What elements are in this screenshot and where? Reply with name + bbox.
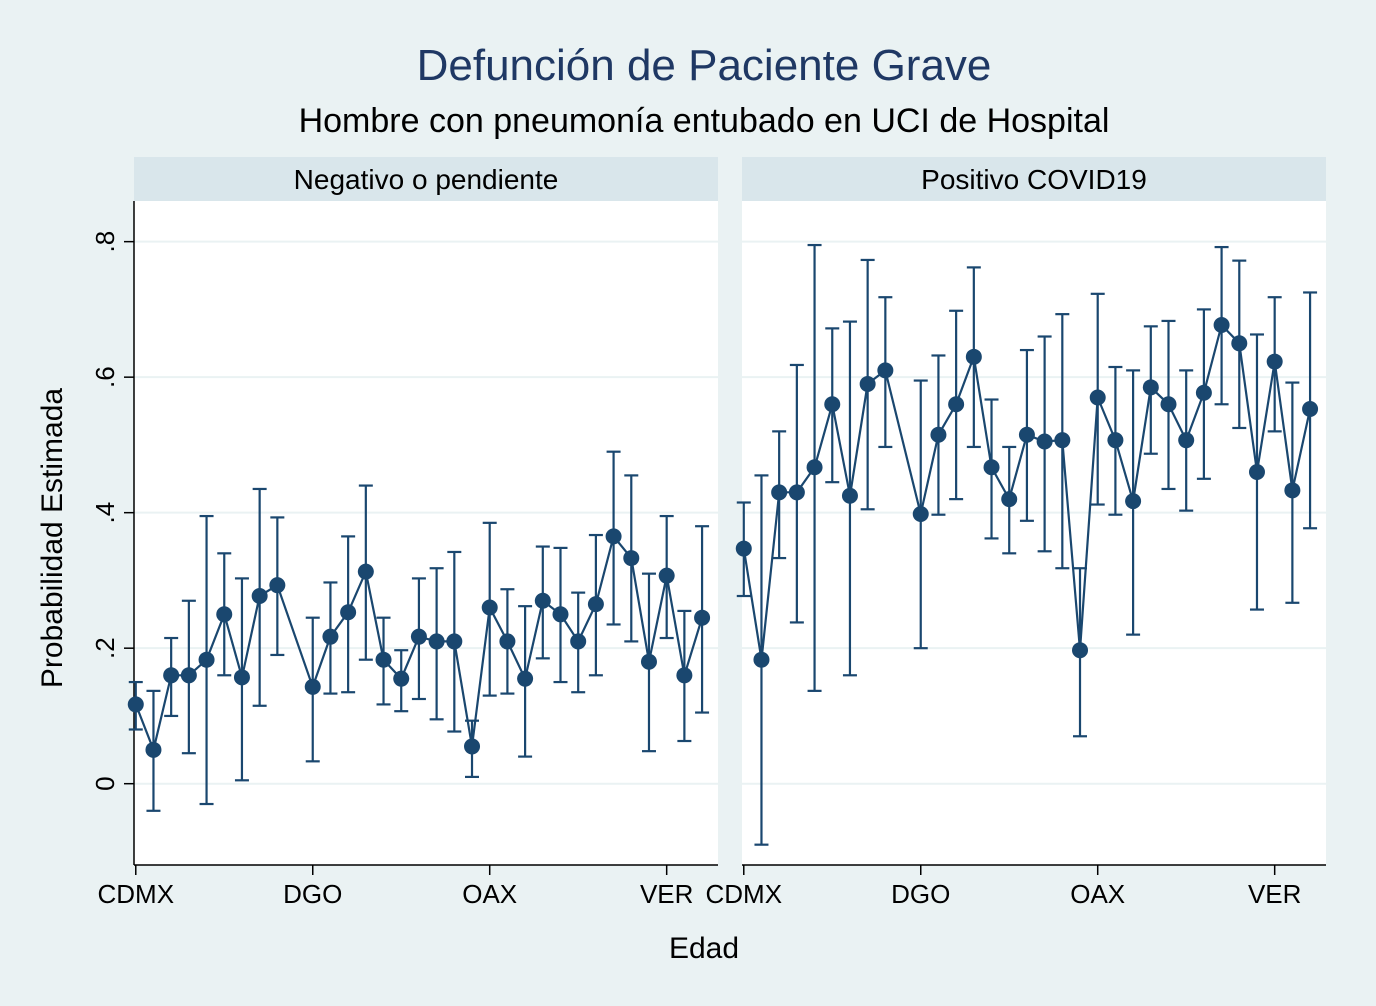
data-point xyxy=(1125,493,1142,510)
data-point xyxy=(357,563,374,580)
data-point xyxy=(753,651,770,668)
data-point xyxy=(1266,353,1283,370)
data-point xyxy=(269,577,286,594)
data-point xyxy=(570,633,587,650)
data-point xyxy=(1195,384,1212,401)
x-tick-label: VER xyxy=(1248,879,1301,909)
data-point xyxy=(375,651,392,668)
data-point xyxy=(912,506,929,523)
data-point xyxy=(788,484,805,501)
data-point xyxy=(127,696,144,713)
data-point xyxy=(1089,389,1106,406)
data-point xyxy=(481,599,498,616)
x-tick-label: VER xyxy=(640,879,693,909)
data-point xyxy=(965,348,982,365)
data-point xyxy=(587,596,604,613)
data-point xyxy=(1213,316,1230,333)
data-point xyxy=(517,670,534,687)
chart-title: Defunción de Paciente Grave xyxy=(417,41,992,90)
data-point xyxy=(499,633,516,650)
panel-strip-label: Positivo COVID19 xyxy=(921,164,1147,195)
data-point xyxy=(534,592,551,609)
data-point xyxy=(163,667,180,684)
data-point xyxy=(859,375,876,392)
y-tick-label: .6 xyxy=(90,366,120,388)
y-tick-label: .2 xyxy=(90,637,120,659)
data-point xyxy=(1248,464,1265,481)
data-point xyxy=(1302,401,1319,418)
data-point xyxy=(180,667,197,684)
data-point xyxy=(948,396,965,413)
data-point xyxy=(428,633,445,650)
data-point xyxy=(877,362,894,379)
x-tick-label: DGO xyxy=(891,879,950,909)
panel-strip xyxy=(134,157,718,201)
panel-2: Positivo COVID19 CDMX DGO OAX VER xyxy=(705,157,1326,909)
data-point xyxy=(623,550,640,567)
data-point xyxy=(1178,432,1195,449)
data-point xyxy=(676,667,693,684)
series-line xyxy=(134,534,704,754)
y-tick-label: .8 xyxy=(90,231,120,253)
data-point xyxy=(1284,482,1301,499)
data-point xyxy=(552,606,569,623)
x-tick-label: CDMX xyxy=(705,879,782,909)
data-point xyxy=(1001,491,1018,508)
data-point xyxy=(1072,642,1089,659)
data-point xyxy=(658,567,675,584)
data-point xyxy=(930,426,947,443)
data-point xyxy=(251,588,268,605)
series-line xyxy=(742,322,1312,660)
data-point xyxy=(464,738,481,755)
y-tick-label: 0 xyxy=(90,776,120,790)
x-tick-label: CDMX xyxy=(97,879,174,909)
data-point xyxy=(393,670,410,687)
data-point xyxy=(771,484,788,501)
panel-strip xyxy=(742,157,1326,201)
data-point xyxy=(1018,426,1035,443)
x-tick-label: OAX xyxy=(1070,879,1125,909)
data-point xyxy=(216,606,233,623)
data-point xyxy=(322,628,339,645)
data-point xyxy=(410,628,427,645)
data-point xyxy=(824,396,841,413)
panel-strip-label: Negativo o pendiente xyxy=(294,164,559,195)
panel-1: Negativo o pendiente 0 .2 .4 .6 .8 CDMX DGO OAX V… xyxy=(90,157,718,909)
data-point xyxy=(735,540,752,557)
x-tick-label: OAX xyxy=(462,879,517,909)
data-point xyxy=(694,609,711,626)
data-point xyxy=(806,459,823,476)
data-point xyxy=(340,604,357,621)
data-point xyxy=(446,633,463,650)
data-point xyxy=(304,678,321,695)
data-point xyxy=(1107,432,1124,449)
facet-panels: Negativo o pendiente 0 .2 .4 .6 .8 CDMX DGO OAX V… xyxy=(90,157,1326,909)
data-point xyxy=(605,528,622,545)
data-point xyxy=(1142,379,1159,396)
data-point xyxy=(1054,432,1071,449)
data-point xyxy=(983,459,1000,476)
data-point xyxy=(233,669,250,686)
data-point xyxy=(640,653,657,670)
x-tick-label: DGO xyxy=(283,879,342,909)
data-point xyxy=(1160,396,1177,413)
data-point xyxy=(1231,335,1248,352)
data-point xyxy=(198,651,215,668)
data-point xyxy=(145,741,162,758)
y-tick-label: .4 xyxy=(90,502,120,524)
x-axis-label: Edad xyxy=(669,932,739,965)
y-axis-label: Probabilidad Estimada xyxy=(36,388,69,688)
chart-subtitle: Hombre con pneumonía entubado en UCI de … xyxy=(299,102,1110,140)
data-point xyxy=(841,487,858,504)
plot-area xyxy=(742,201,1326,865)
data-point xyxy=(1036,433,1053,450)
